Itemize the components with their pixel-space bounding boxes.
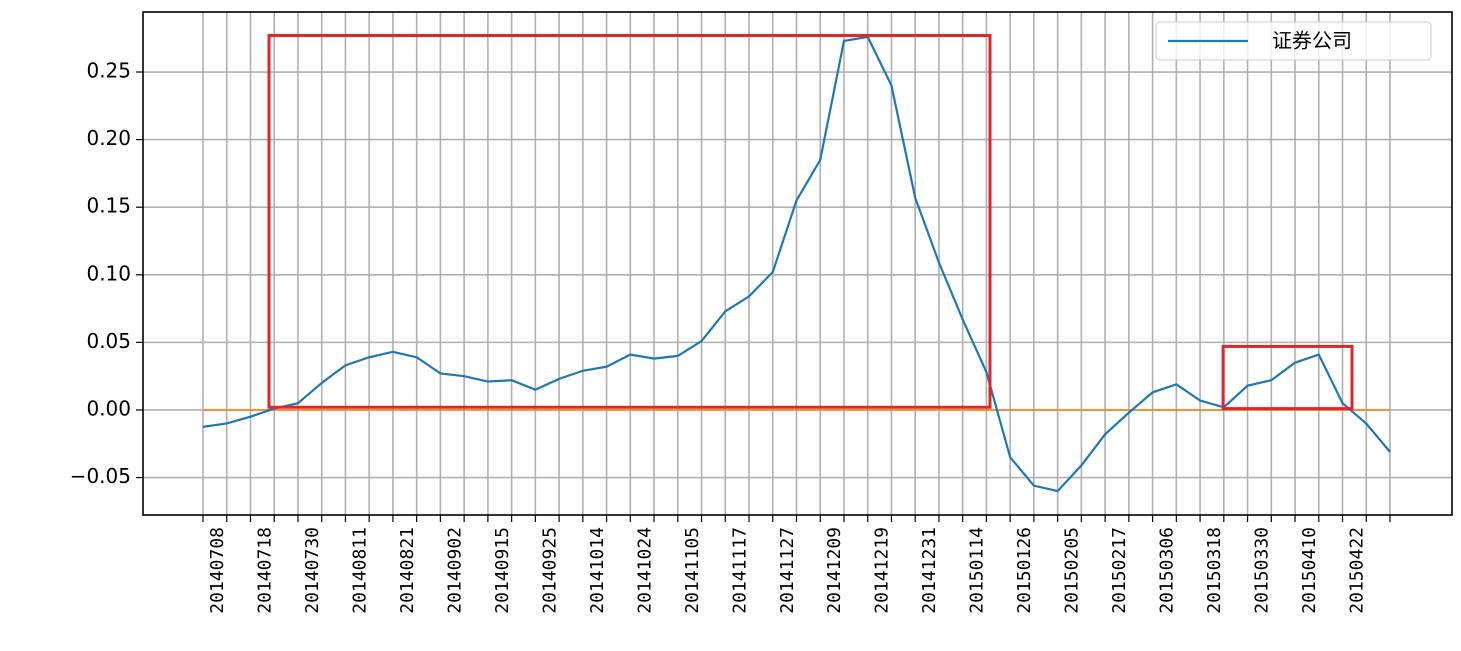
x-tick-label: 20150410 <box>1299 527 1320 614</box>
x-tick-label: 20150126 <box>1014 527 1035 614</box>
x-tick-label: 20150318 <box>1204 527 1225 614</box>
y-tick-label: 0.05 <box>86 329 131 353</box>
x-tick-label: 20140811 <box>349 527 370 614</box>
x-tick-label: 20141209 <box>824 527 845 614</box>
legend-box <box>1155 21 1432 61</box>
x-tick-label: 20141117 <box>729 527 750 614</box>
x-tick-label: 20150306 <box>1157 527 1178 614</box>
highlight-box <box>1221 344 1354 411</box>
y-tick-label: 0.10 <box>86 261 131 285</box>
x-tick-label: 20150330 <box>1252 527 1273 614</box>
y-tick-label: 0.15 <box>86 194 131 218</box>
x-tick-label: 20140708 <box>207 527 228 614</box>
series-line <box>202 35 1391 493</box>
x-tick-label: 20140718 <box>254 527 275 614</box>
legend-label: 证券公司 <box>1272 29 1352 53</box>
highlight-box <box>267 34 992 409</box>
y-tick-label: −0.05 <box>70 464 131 488</box>
plot-frame <box>142 11 1453 516</box>
x-tick-label: 20150217 <box>1109 527 1130 614</box>
x-tick-label: 20140821 <box>397 527 418 614</box>
x-tick-label: 20140925 <box>539 527 560 614</box>
y-tick-label: 0.00 <box>86 396 131 420</box>
x-tick-label: 20150422 <box>1347 527 1368 614</box>
x-tick-label: 20141024 <box>634 527 655 614</box>
y-tick-label: 0.25 <box>86 59 131 83</box>
x-tick-label: 20140730 <box>302 527 323 614</box>
x-tick-label: 20141231 <box>919 527 940 614</box>
x-tick-label: 20150114 <box>967 527 988 614</box>
x-tick-label: 20140915 <box>492 527 513 614</box>
x-tick-label: 20141127 <box>777 527 798 614</box>
x-tick-label: 20140902 <box>444 527 465 614</box>
x-tick-label: 20141014 <box>587 527 608 614</box>
x-tick-label: 20141219 <box>872 527 893 614</box>
x-tick-label: 20150205 <box>1062 527 1083 614</box>
x-tick-label: 20141105 <box>682 527 703 614</box>
y-tick-label: 0.20 <box>86 126 131 150</box>
